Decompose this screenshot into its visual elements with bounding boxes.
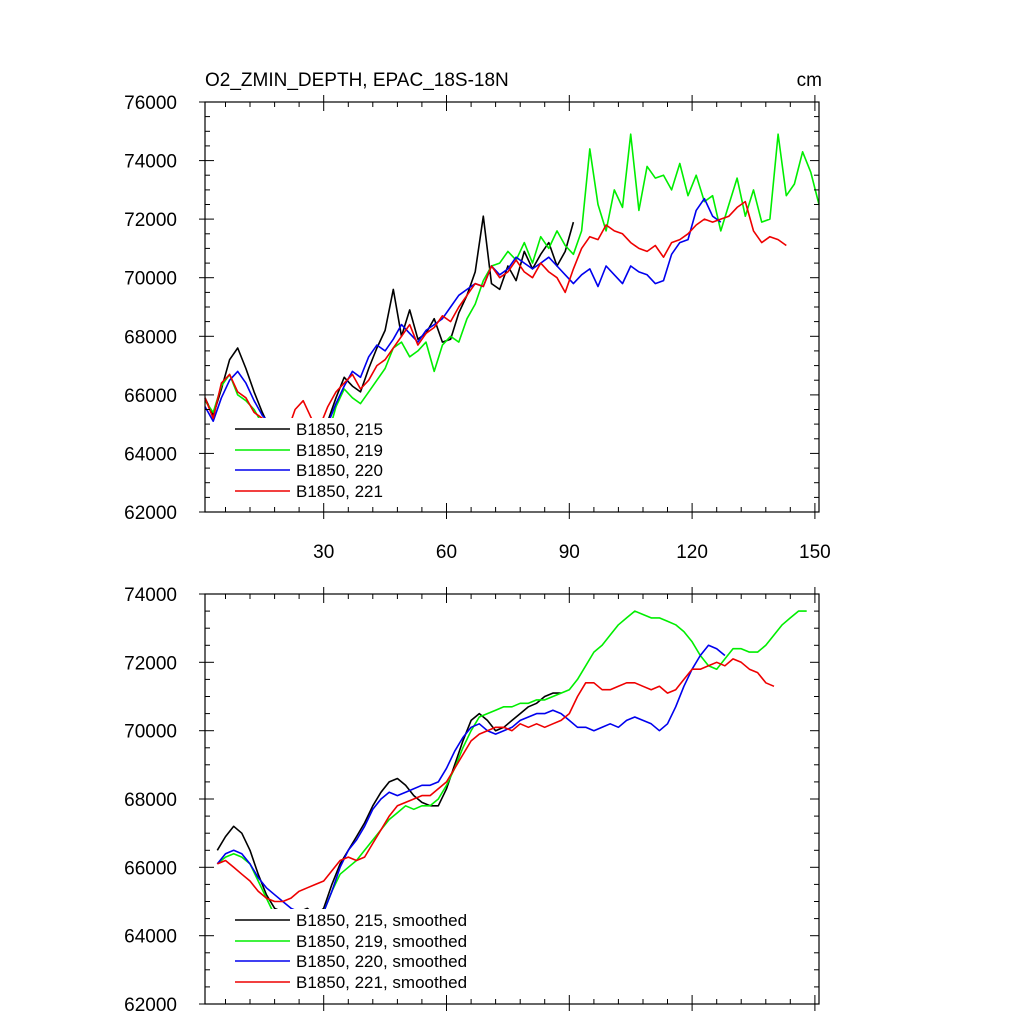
legend-label: B1850, 219	[296, 441, 383, 460]
legend-entry-220: B1850, 220	[235, 461, 383, 480]
y-tick-label: 62000	[124, 995, 177, 1016]
legend-label: B1850, 221, smoothed	[296, 973, 467, 992]
y-tick-label: 66000	[124, 858, 177, 879]
legend-entry-221-smoothed: B1850, 221, smoothed	[235, 973, 467, 992]
legend-label: B1850, 219, smoothed	[296, 932, 467, 951]
raw-legend: B1850, 215 B1850, 219 B1850, 220 B1850, …	[235, 420, 383, 501]
y-tick-label: 76000	[124, 93, 177, 114]
units-label: cm	[797, 70, 822, 91]
x-tick-label: 120	[676, 542, 708, 563]
smoothed-plot-frame	[204, 593, 820, 1005]
raw-legend-background	[228, 418, 418, 502]
y-tick-label: 64000	[124, 444, 177, 465]
x-tick-label: 150	[799, 542, 831, 563]
legend-entry-215: B1850, 215	[235, 420, 383, 439]
x-tick-label: 90	[559, 542, 580, 563]
y-tick-label: 72000	[124, 653, 177, 674]
y-tick-label: 72000	[124, 210, 177, 231]
y-tick-label: 74000	[124, 585, 177, 606]
legend-background	[228, 909, 518, 993]
series-line-4	[204, 200, 787, 434]
smoothed-panel: 62000 64000 66000 68000 70000 72000 74000 B185…	[124, 585, 820, 1016]
legend-background	[228, 418, 418, 502]
y-tick-label: 68000	[124, 790, 177, 811]
legend-label: B1850, 215, smoothed	[296, 911, 467, 930]
legend-label: B1850, 220	[296, 461, 383, 480]
legend-entry-221: B1850, 221	[235, 482, 383, 501]
smoothed-legend: B1850, 215, smoothed B1850, 219, smoothe…	[235, 911, 467, 992]
x-tick-label: 60	[436, 542, 457, 563]
y-tick-label: 74000	[124, 152, 177, 173]
y-tick-label: 62000	[124, 503, 177, 524]
legend-entry-219: B1850, 219	[235, 441, 383, 460]
legend-entry-219-smoothed: B1850, 219, smoothed	[235, 932, 467, 951]
smoothed-ticks-layer: 62000 64000 66000 68000 70000 72000 74000	[124, 585, 819, 1016]
legend-label: B1850, 220, smoothed	[296, 952, 467, 971]
legend-entry-215-smoothed: B1850, 215, smoothed	[235, 911, 467, 930]
x-tick-label: 30	[313, 542, 334, 563]
y-tick-label: 68000	[124, 327, 177, 348]
smoothed-legend-background	[228, 909, 518, 993]
legend-entry-220-smoothed: B1850, 220, smoothed	[235, 952, 467, 971]
raw-ticks-layer: 62000 64000 66000 68000 70000 72000 74000 76000…	[124, 93, 831, 563]
y-tick-label: 70000	[124, 722, 177, 743]
legend-label: B1850, 215	[296, 420, 383, 439]
y-tick-label: 66000	[124, 386, 177, 407]
series-line-4	[216, 658, 775, 903]
chart-title: O2_ZMIN_DEPTH, EPAC_18S-18N	[205, 70, 509, 91]
raw-plot-frame	[204, 101, 820, 513]
y-tick-label: 70000	[124, 269, 177, 290]
raw-panel: O2_ZMIN_DEPTH, EPAC_18S-18N cm 62000 6400…	[124, 70, 831, 563]
y-tick-label: 64000	[124, 927, 177, 948]
legend-label: B1850, 221	[296, 482, 383, 501]
